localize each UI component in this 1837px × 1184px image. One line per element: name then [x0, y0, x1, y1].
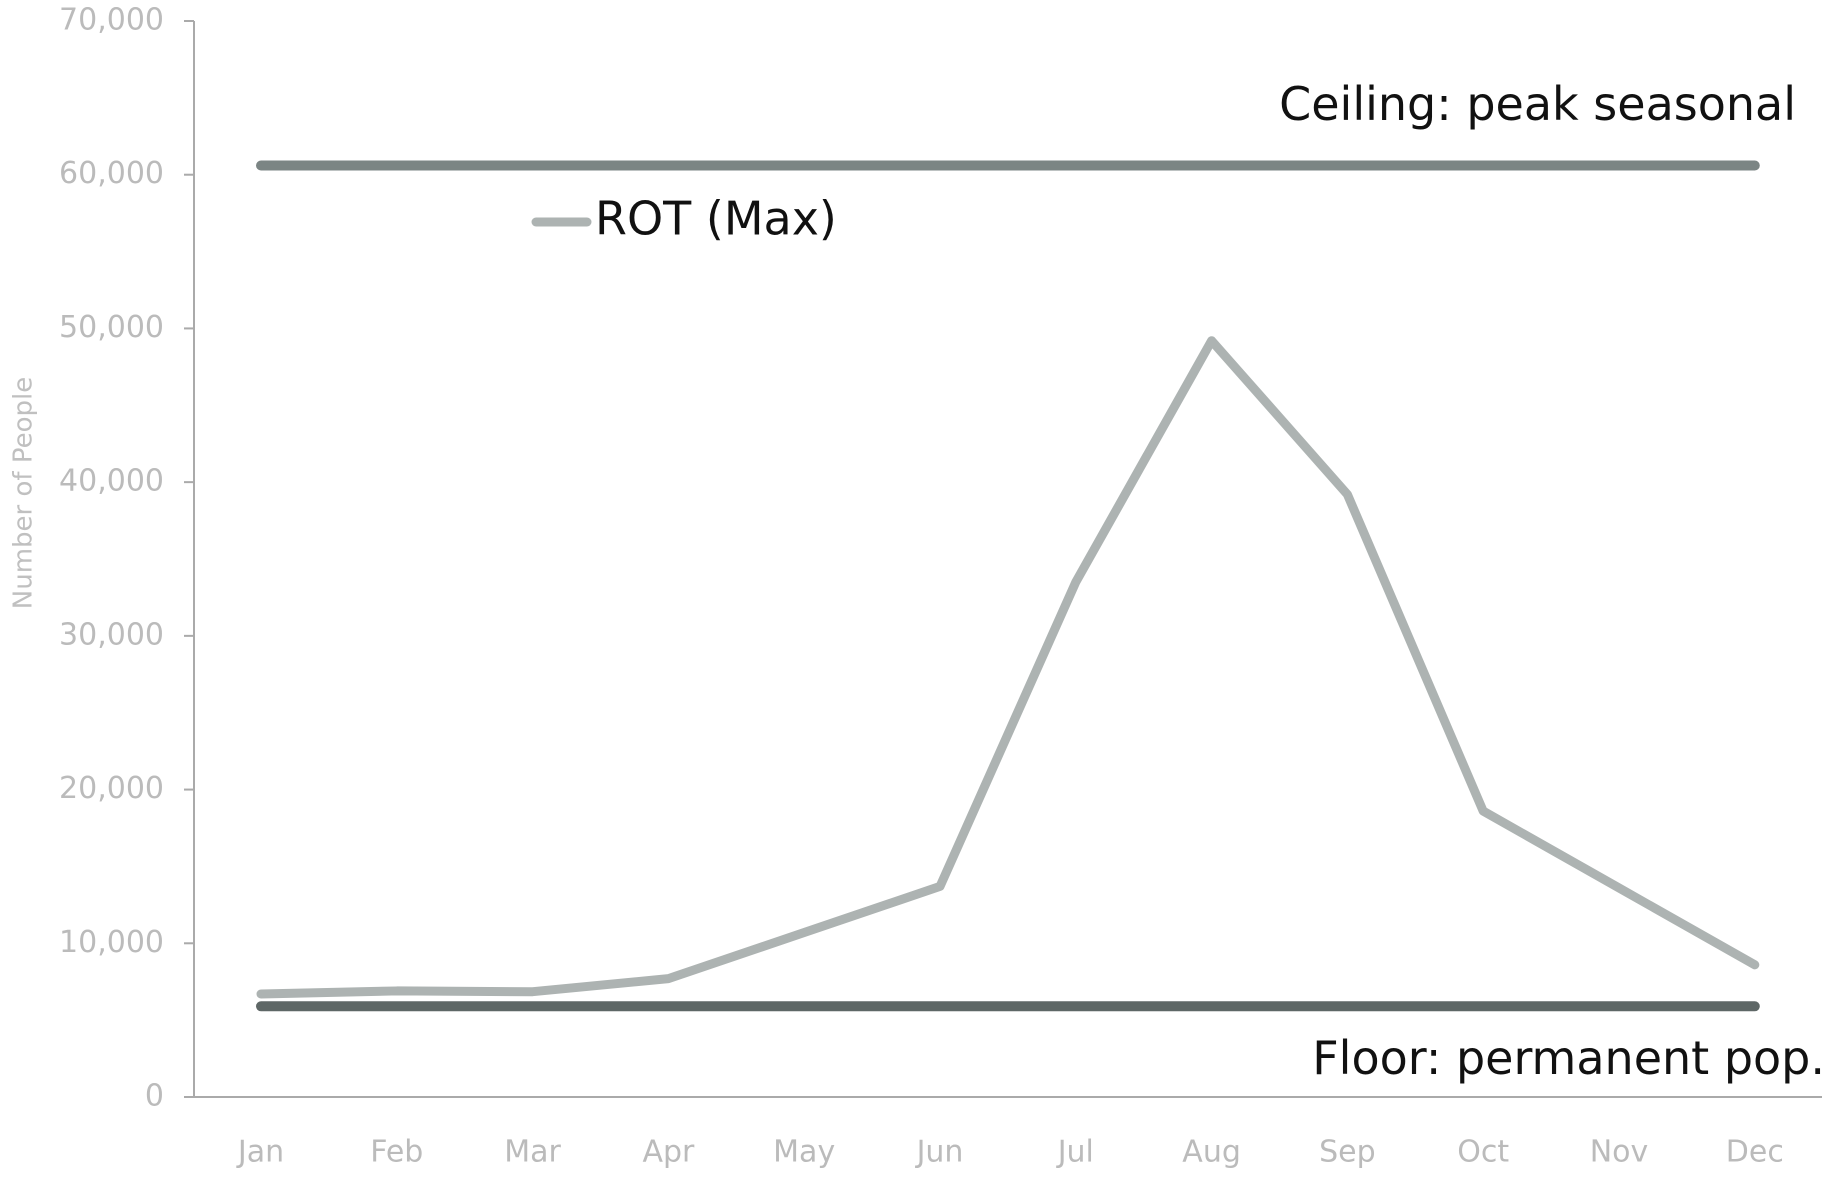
x-tick-label: May [773, 1135, 835, 1170]
y-tick-label: 30,000 [59, 617, 164, 652]
y-tick-label: 0 [145, 1079, 164, 1114]
x-tick-label: Dec [1726, 1135, 1784, 1170]
reference-label: Ceiling: peak seasonal [1279, 77, 1796, 131]
x-tick-label: Aug [1182, 1135, 1241, 1170]
x-tick-label: Sep [1319, 1135, 1376, 1170]
x-tick-label: Nov [1590, 1135, 1649, 1170]
y-axis-label: Number of People [9, 377, 39, 609]
x-tick-label: Oct [1457, 1135, 1509, 1170]
x-tick-label: Mar [504, 1135, 561, 1170]
y-tick-label: 60,000 [59, 156, 164, 191]
y-tick-label: 20,000 [59, 771, 164, 806]
x-tick-label: Apr [642, 1135, 695, 1170]
x-tick-label: Feb [370, 1135, 423, 1170]
x-tick-label: Jan [236, 1135, 284, 1170]
x-tick-label: Jun [915, 1135, 964, 1170]
legend-label: ROT (Max) [595, 192, 837, 246]
y-tick-label: 70,000 [59, 3, 164, 38]
reference-label: Floor: permanent pop. [1312, 1031, 1825, 1085]
y-tick-label: 10,000 [59, 925, 164, 960]
x-tick-label: Jul [1056, 1135, 1094, 1170]
y-tick-label: 50,000 [59, 310, 164, 345]
line-series [256, 336, 1760, 999]
y-tick-label: 40,000 [59, 464, 164, 499]
